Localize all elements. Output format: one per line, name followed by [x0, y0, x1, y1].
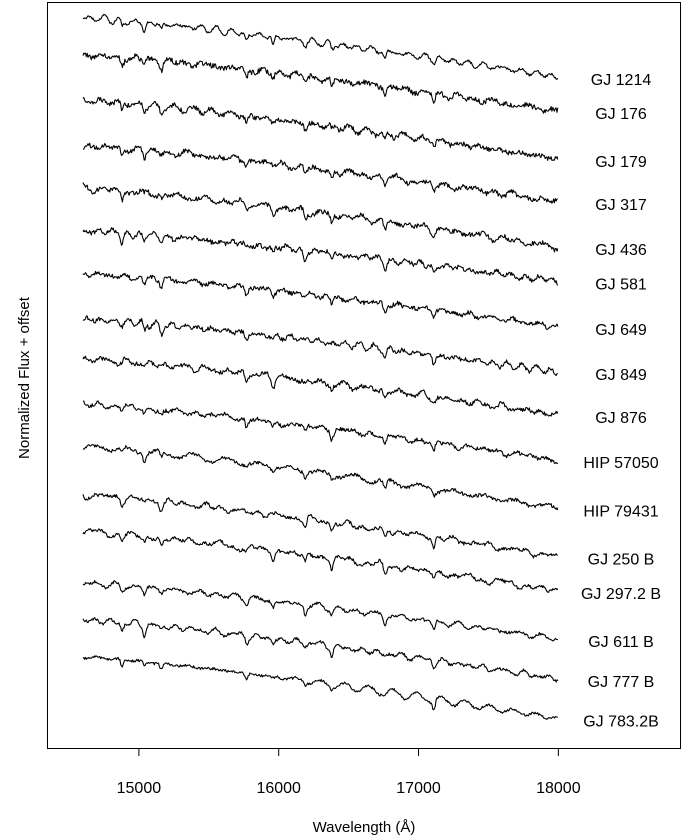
series-label: HIP 79431: [583, 503, 658, 520]
spectrum-line: [82, 96, 559, 161]
spectra-group: [82, 13, 559, 720]
series-label: GJ 176: [595, 106, 647, 123]
x-tick-label-17000: 17000: [396, 780, 441, 797]
spectrum-line: [83, 400, 559, 465]
series-label: GJ 581: [595, 276, 647, 293]
spectrum-line: [82, 444, 559, 511]
y-axis-label: Normalized Flux + offset: [16, 296, 33, 459]
series-label: GJ 783.2B: [583, 714, 659, 731]
spectrum-line: [82, 13, 559, 80]
series-label: GJ 777 B: [588, 674, 655, 691]
x-axis: 15000 16000 17000 18000: [117, 748, 581, 797]
spectrum-line: [82, 182, 559, 253]
spectrum-line: [82, 142, 558, 204]
series-label: GJ 436: [595, 242, 647, 259]
series-label: GJ 179: [595, 154, 647, 171]
spectrum-line: [82, 315, 558, 377]
x-tick-label-15000: 15000: [117, 780, 162, 797]
spectrum-line: [82, 579, 558, 642]
x-tick-label-18000: 18000: [536, 780, 581, 797]
spectrum-line: [82, 492, 558, 559]
spectrum-line: [82, 528, 559, 593]
spectrum-line: [82, 655, 558, 720]
star-labels-group: GJ 1214 GJ 176 GJ 179 GJ 317 GJ 436 GJ 581 GJ …: [581, 72, 661, 731]
series-label: GJ 297.2 B: [581, 586, 661, 603]
series-label: HIP 57050: [583, 455, 658, 472]
series-label: GJ 849: [595, 367, 647, 384]
x-tick-label-16000: 16000: [256, 780, 301, 797]
spectrum-line: [82, 227, 559, 286]
spectrum-line: [82, 270, 559, 331]
series-label: GJ 1214: [591, 72, 652, 89]
spectrum-line: [82, 52, 559, 114]
plot-frame: [47, 2, 681, 749]
series-label: GJ 611 B: [588, 634, 654, 651]
x-axis-label: Wavelength (Å): [313, 819, 416, 836]
spectrum-line: [82, 617, 559, 683]
series-label: GJ 649: [595, 322, 647, 339]
series-label: GJ 250 B: [588, 552, 655, 569]
spectrum-line: [82, 355, 559, 417]
series-label: GJ 876: [595, 410, 647, 427]
series-label: GJ 317: [595, 197, 647, 214]
